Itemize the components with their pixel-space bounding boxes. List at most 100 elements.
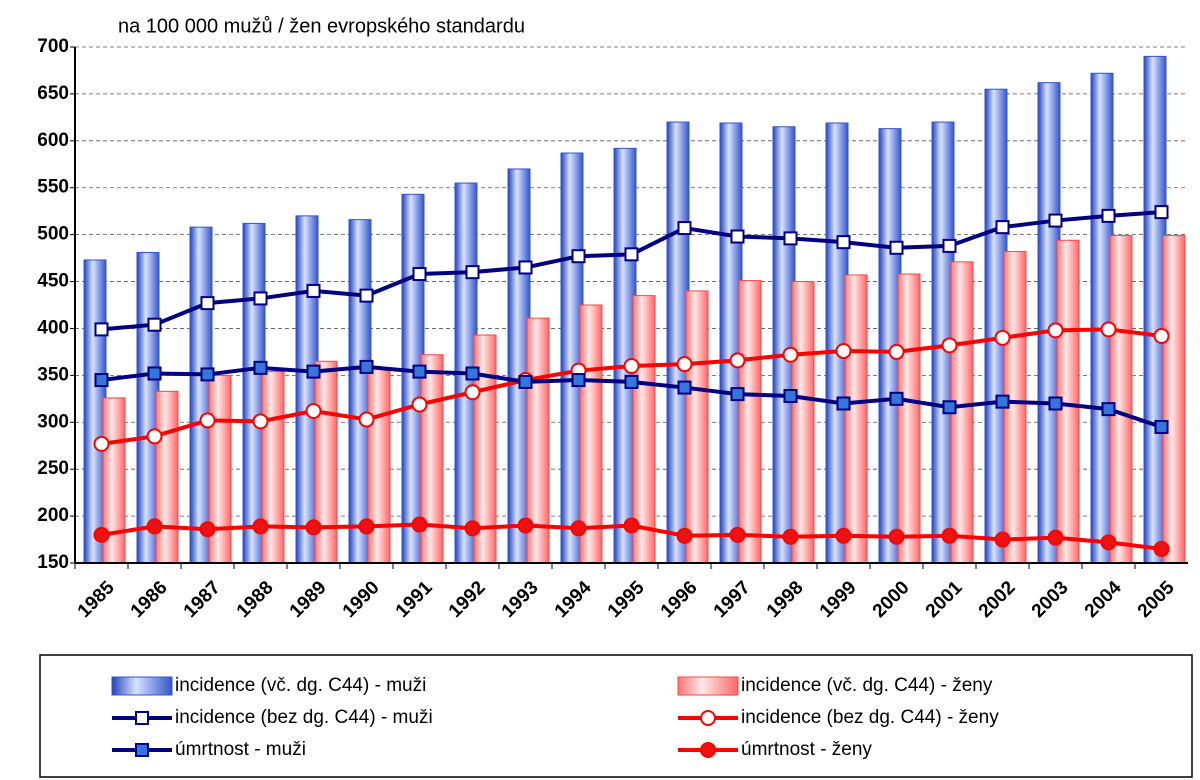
x-tick-label: 1993 bbox=[498, 577, 543, 622]
x-tick-label: 1988 bbox=[233, 577, 278, 622]
x-tick-label: 2002 bbox=[975, 577, 1020, 622]
marker bbox=[677, 380, 692, 395]
subtitle: na 100 000 mužů / žen evropského standar… bbox=[118, 15, 525, 37]
marker bbox=[941, 527, 958, 544]
marker bbox=[571, 373, 586, 388]
marker bbox=[146, 428, 163, 445]
marker bbox=[411, 516, 428, 533]
bar bbox=[791, 281, 815, 564]
y-tick-label: 250 bbox=[37, 458, 69, 479]
marker bbox=[676, 527, 693, 544]
legend-label: incidence (vč. dg. C44) - ženy bbox=[741, 675, 993, 696]
marker bbox=[411, 396, 428, 413]
bar bbox=[155, 390, 179, 564]
marker bbox=[517, 517, 534, 534]
marker bbox=[93, 435, 110, 452]
legend-box bbox=[39, 654, 1193, 778]
marker bbox=[1047, 529, 1064, 546]
y-tick-label: 300 bbox=[37, 411, 69, 432]
marker bbox=[889, 240, 904, 255]
marker bbox=[677, 221, 692, 236]
marker bbox=[1048, 213, 1063, 228]
x-tick-label: 1991 bbox=[392, 577, 437, 622]
y-tick-label: 550 bbox=[37, 177, 69, 198]
marker bbox=[1154, 419, 1169, 434]
y-tick-label: 200 bbox=[37, 505, 69, 526]
marker bbox=[306, 283, 321, 298]
marker bbox=[1101, 402, 1116, 417]
y-tick-label: 450 bbox=[37, 271, 69, 292]
y-tick-label: 350 bbox=[37, 364, 69, 385]
x-tick-label: 2001 bbox=[922, 577, 967, 622]
marker bbox=[253, 291, 268, 306]
marker bbox=[94, 322, 109, 337]
legend-label: úmrtnost - muži bbox=[175, 739, 306, 760]
y-tick-label: 700 bbox=[37, 36, 69, 57]
marker bbox=[465, 265, 480, 280]
marker bbox=[199, 412, 216, 429]
x-tick-label: 1986 bbox=[127, 577, 172, 622]
marker bbox=[995, 394, 1010, 409]
marker bbox=[464, 384, 481, 401]
marker bbox=[995, 220, 1010, 235]
legend-label: incidence (vč. dg. C44) - muži bbox=[175, 675, 426, 696]
marker bbox=[465, 366, 480, 381]
marker bbox=[994, 531, 1011, 548]
marker bbox=[1048, 396, 1063, 411]
marker bbox=[305, 403, 322, 420]
marker bbox=[93, 526, 110, 543]
marker bbox=[359, 359, 374, 374]
x-tick-label: 1990 bbox=[339, 577, 384, 622]
legend-label: úmrtnost - ženy bbox=[741, 739, 872, 760]
marker bbox=[782, 346, 799, 363]
marker bbox=[147, 317, 162, 332]
marker bbox=[835, 342, 852, 359]
marker bbox=[623, 357, 640, 374]
marker bbox=[199, 521, 216, 538]
marker bbox=[1153, 327, 1170, 344]
marker bbox=[518, 260, 533, 275]
x-tick-label: 1997 bbox=[710, 577, 755, 622]
marker bbox=[359, 288, 374, 303]
legend-marker bbox=[700, 710, 716, 726]
bar bbox=[897, 273, 921, 564]
marker bbox=[253, 360, 268, 375]
x-tick-label: 2004 bbox=[1081, 577, 1126, 622]
marker bbox=[889, 391, 904, 406]
x-tick-label: 1992 bbox=[445, 577, 490, 622]
marker bbox=[1100, 534, 1117, 551]
legend-label: incidence (bez dg. C44) - muži bbox=[175, 707, 433, 728]
marker bbox=[888, 528, 905, 545]
x-tick-label: 1985 bbox=[74, 577, 119, 622]
marker bbox=[624, 374, 639, 389]
marker bbox=[1154, 205, 1169, 220]
bar bbox=[420, 354, 444, 564]
marker bbox=[305, 519, 322, 536]
marker bbox=[835, 527, 852, 544]
marker bbox=[942, 400, 957, 415]
marker bbox=[836, 396, 851, 411]
marker bbox=[888, 343, 905, 360]
marker bbox=[571, 249, 586, 264]
marker bbox=[1153, 540, 1170, 557]
marker bbox=[358, 518, 375, 535]
marker bbox=[358, 411, 375, 428]
marker bbox=[200, 367, 215, 382]
x-tick-label: 2003 bbox=[1028, 577, 1073, 622]
legend-marker bbox=[700, 742, 716, 758]
y-tick-label: 650 bbox=[37, 83, 69, 104]
marker bbox=[1047, 322, 1064, 339]
marker bbox=[730, 387, 745, 402]
x-tick-label: 1999 bbox=[816, 577, 861, 622]
marker bbox=[200, 296, 215, 311]
marker bbox=[464, 520, 481, 537]
marker bbox=[570, 520, 587, 537]
legend-marker bbox=[135, 743, 149, 757]
legend-marker bbox=[135, 711, 149, 725]
marker bbox=[306, 364, 321, 379]
x-tick-label: 1989 bbox=[286, 577, 331, 622]
bar bbox=[738, 280, 762, 564]
y-tick-label: 400 bbox=[37, 317, 69, 338]
marker bbox=[94, 373, 109, 388]
bar bbox=[1109, 235, 1133, 564]
